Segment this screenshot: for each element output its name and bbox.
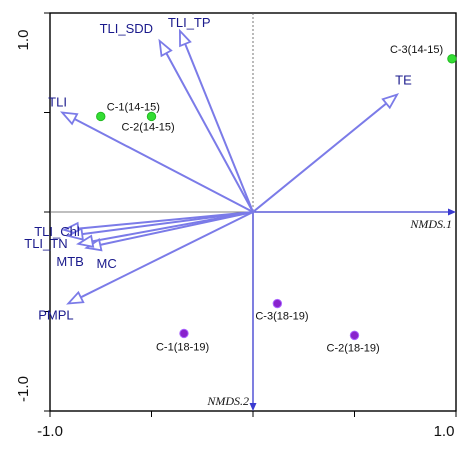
vector-tli-sdd-shaft <box>165 52 254 213</box>
y-tick-label-min: -1.0 <box>15 376 32 402</box>
vector-tli-tn-head <box>65 227 84 241</box>
nmds2-axis-label: NMDS.2 <box>206 394 249 408</box>
vector-tli-tn-shaft <box>82 211 254 236</box>
vector-label-tli-tp: TLI_TP <box>168 15 211 30</box>
nmds1-axis-label: NMDS.1 <box>409 217 452 231</box>
sample-point-c-3-18-19 <box>272 298 283 309</box>
sample-point-c-3-14-15 <box>447 54 457 64</box>
nmds1-axis-arrow-head <box>448 208 456 216</box>
vector-label-tli: TLI <box>48 95 67 110</box>
vector-pmpl-shaft <box>80 211 254 299</box>
vector-label-tli-chl: TLI_Chl <box>34 224 80 239</box>
sample-label-c-3-18-19: C-3(18-19) <box>255 311 308 323</box>
sample-point-c-2-14-15 <box>146 111 157 122</box>
x-tick-label-max: 1.0 <box>434 423 455 440</box>
sample-label-c-3-14-15: C-3(14-15) <box>390 44 443 56</box>
vector-tli-sdd-head <box>158 38 173 58</box>
sample-label-c-2-14-15: C-2(14-15) <box>122 121 175 133</box>
vector-label-te: TE <box>395 73 412 88</box>
vector-tli-head <box>59 111 79 126</box>
y-tick-label-max: 1.0 <box>15 30 32 51</box>
vector-label-tli-sdd: TLI_SDD <box>100 21 153 36</box>
vector-mtb-shaft <box>92 211 254 243</box>
sample-label-c-2-18-19: C-2(18-19) <box>327 342 380 354</box>
vector-label-mc: MC <box>97 256 117 271</box>
vector-tli-tp-head <box>178 28 192 48</box>
vector-mtb-head <box>75 234 95 248</box>
vector-label-tli-tn: TLI_TN <box>24 236 67 251</box>
sample-label-c-1-18-19: C-1(18-19) <box>156 341 209 353</box>
sample-point-c-2-18-19 <box>349 330 360 341</box>
x-tick-label-min: -1.0 <box>37 423 63 440</box>
vector-tli-tp-shaft <box>184 43 254 213</box>
vector-te-head <box>381 93 400 110</box>
vector-pmpl-head <box>66 290 85 305</box>
vector-tli-shaft <box>74 118 254 213</box>
vector-te-shaft <box>252 102 387 213</box>
sample-point-c-1-18-19 <box>179 328 189 339</box>
sample-label-c-1-14-15: C-1(14-15) <box>107 101 160 113</box>
vector-label-mtb: MTB <box>56 254 83 269</box>
vector-label-pmpl: PMPL <box>38 308 73 323</box>
sample-point-c-1-14-15 <box>96 111 106 122</box>
nmds2-axis-arrow-head <box>249 403 257 411</box>
